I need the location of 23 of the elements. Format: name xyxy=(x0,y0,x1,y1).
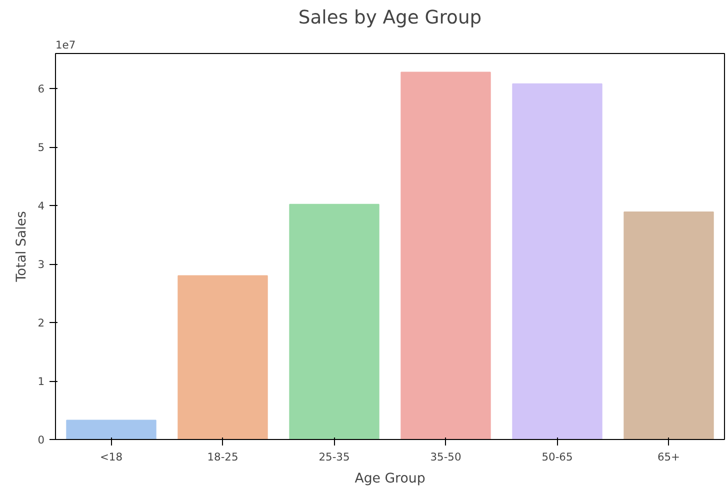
bar xyxy=(66,420,156,440)
x-tick-label: 50-65 xyxy=(542,450,573,464)
bar xyxy=(289,204,380,440)
x-tick-label: 65+ xyxy=(658,450,680,464)
bar xyxy=(512,83,602,440)
bar xyxy=(624,211,714,440)
x-axis-title: Age Group xyxy=(354,472,426,486)
y-axis-title: Total Sales xyxy=(14,211,30,283)
bar xyxy=(400,72,491,440)
y-tick-label: 4 xyxy=(38,200,45,213)
y-tick-label: 5 xyxy=(38,141,44,154)
chart-title: Sales by Age Group xyxy=(298,8,482,28)
y-tick-label: 6 xyxy=(38,82,45,96)
x-tick-label: 18-25 xyxy=(207,450,238,464)
x-tick-label: 35-50 xyxy=(430,450,462,464)
y-tick-label: 3 xyxy=(38,258,44,272)
bar xyxy=(178,275,268,440)
text: 1e7 xyxy=(56,38,76,52)
y-tick-label: 0 xyxy=(38,434,45,446)
x-tick-label: <18 xyxy=(100,450,123,464)
x-tick-label: 25-35 xyxy=(318,450,350,464)
y-tick-label: 1 xyxy=(38,375,44,388)
y-tick-label: 2 xyxy=(38,316,44,330)
